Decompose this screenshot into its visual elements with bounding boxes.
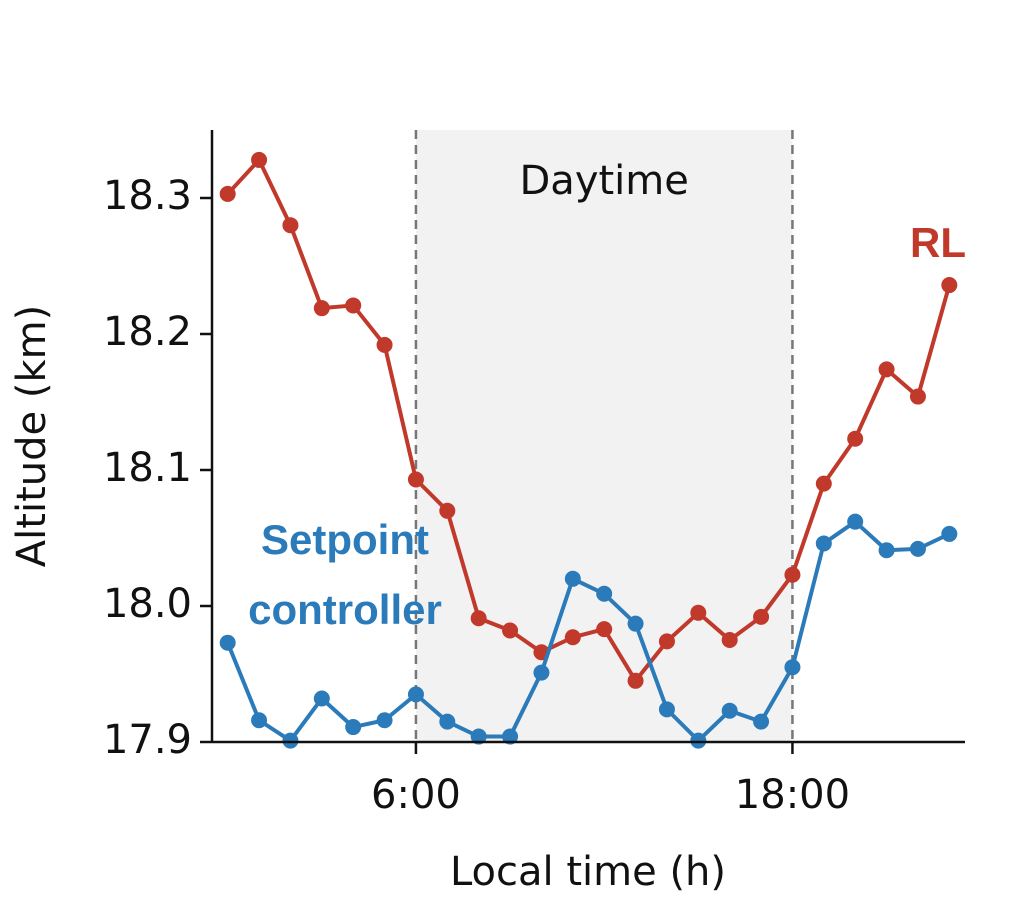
series-point (407, 686, 424, 703)
series-point (313, 690, 330, 707)
series-point (658, 633, 675, 650)
series-point (282, 217, 299, 234)
series-point (439, 713, 456, 730)
series-point (941, 525, 958, 542)
series-point (690, 604, 707, 621)
series-point (376, 336, 393, 353)
series-label: RL (910, 219, 966, 266)
series-point (439, 502, 456, 519)
y-axis-label: Altitude (km) (9, 305, 55, 567)
series-point (564, 629, 581, 646)
series-point (596, 585, 613, 602)
series-point (219, 634, 236, 651)
series-point (847, 430, 864, 447)
series-point (282, 732, 299, 749)
series-point (470, 728, 487, 745)
y-tick-label: 18.1 (103, 445, 192, 491)
series-point (502, 622, 519, 639)
y-tick-label: 18.0 (103, 581, 192, 627)
series-point (847, 513, 864, 530)
series-point (251, 151, 268, 168)
series-point (815, 535, 832, 552)
series-point (627, 672, 644, 689)
y-tick-label: 17.9 (103, 717, 192, 763)
series-point (345, 297, 362, 314)
shaded-region (415, 130, 793, 742)
series-point (721, 702, 738, 719)
series-label: Setpoint controller (248, 516, 442, 633)
x-tick-label: 6:00 (371, 772, 461, 818)
series-point (627, 615, 644, 632)
series-point (815, 475, 832, 492)
series-point (470, 610, 487, 627)
region-label: Daytime (520, 158, 689, 204)
series-point (376, 712, 393, 729)
series-point (219, 185, 236, 202)
series-point (909, 540, 926, 557)
series-point (784, 566, 801, 583)
series-point (502, 728, 519, 745)
series-point (658, 701, 675, 718)
series-point (878, 542, 895, 559)
series-point (753, 608, 770, 625)
series-point (251, 712, 268, 729)
series-point (878, 361, 895, 378)
series-point (784, 659, 801, 676)
series-point (345, 719, 362, 736)
series-point (533, 664, 550, 681)
series-point (407, 471, 424, 488)
series-point (753, 713, 770, 730)
series-point (941, 277, 958, 294)
series-point (313, 300, 330, 317)
x-tick-label: 18:00 (735, 772, 850, 818)
series-point (690, 732, 707, 749)
series-point (721, 632, 738, 648)
y-tick-label: 18.2 (103, 309, 192, 355)
y-tick-label: 18.3 (103, 173, 192, 219)
series-point (564, 570, 581, 587)
series-point (596, 621, 613, 638)
x-axis-label: Local time (h) (450, 849, 726, 895)
series-point (909, 388, 926, 405)
